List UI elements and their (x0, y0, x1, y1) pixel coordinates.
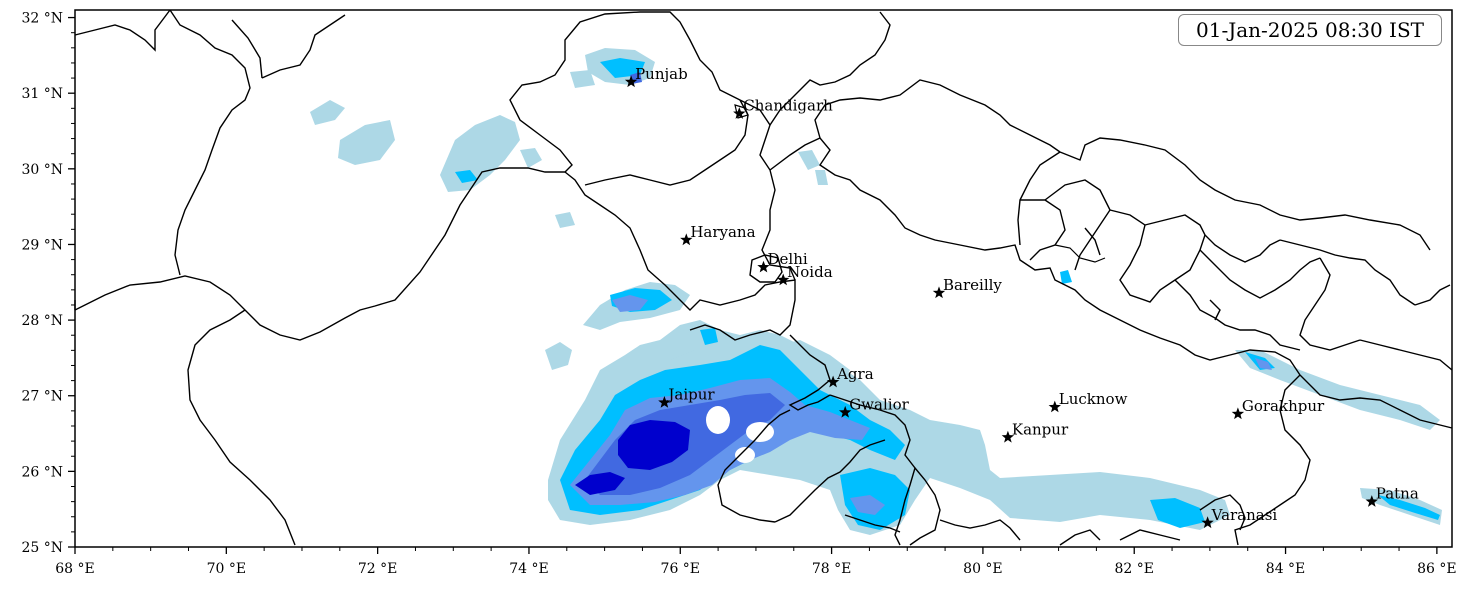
admin-boundaries (74, 9, 1453, 546)
city-label: Kanpur (1012, 420, 1069, 438)
y-tick-label: 32 °N (21, 11, 63, 27)
city-star-marker (658, 396, 671, 408)
x-tick-label: 76 °E (661, 561, 700, 577)
x-tick-label: 70 °E (207, 561, 246, 577)
precip-holes (706, 406, 774, 463)
minor-boundaries (734, 104, 1106, 263)
y-tick-label: 25 °N (21, 540, 63, 556)
city-label: Agra (836, 365, 874, 383)
x-tick-label: 72 °E (358, 561, 397, 577)
city-label: Patna (1376, 485, 1419, 503)
x-tick-label: 82 °E (1114, 561, 1153, 577)
city-star-marker (1365, 495, 1378, 507)
timestamp-label: 01-Jan-2025 08:30 IST (1178, 14, 1442, 46)
y-tick-label: 30 °N (21, 162, 63, 178)
y-tick-label: 28 °N (21, 313, 63, 329)
city-star-marker (680, 233, 693, 246)
city-label: Haryana (690, 223, 755, 241)
x-tick-label: 80 °E (963, 561, 1002, 577)
y-tick-label: 27 °N (21, 389, 63, 405)
x-tick-label: 68 °E (55, 561, 94, 577)
map-frame (74, 9, 1453, 548)
city-label: Varanasi (1211, 506, 1278, 524)
city-label: Delhi (768, 250, 808, 268)
x-axis: 68 °E 70 °E 72 °E 74 °E 76 °E 78 °E 80 °E 82 °E… (55, 547, 1457, 577)
city-star-marker (932, 286, 946, 299)
y-tick-label: 31 °N (21, 86, 63, 102)
city-star-marker (1048, 400, 1061, 413)
city-label: Gorakhpur (1242, 397, 1325, 415)
city-star-marker (624, 75, 638, 88)
city-star-marker (757, 260, 770, 273)
city-label: Lucknow (1059, 390, 1128, 408)
x-tick-label: 78 °E (812, 561, 851, 577)
x-tick-label: 86 °E (1417, 561, 1456, 577)
city-label: Noida (787, 263, 833, 281)
city-star-marker (1001, 430, 1015, 443)
y-tick-label: 26 °N (21, 464, 63, 480)
y-tick-label: 29 °N (21, 237, 63, 253)
city-star-marker (1231, 407, 1245, 420)
city-label: Gwalior (849, 395, 909, 413)
precip-layer-dark (575, 420, 690, 495)
x-tick-label: 74 °E (509, 561, 548, 577)
city-star-marker (839, 405, 852, 418)
city-star-marker (733, 107, 746, 119)
city-label: Bareilly (943, 276, 1002, 294)
x-tick-label: 84 °E (1266, 561, 1305, 577)
city-star-marker (826, 375, 840, 388)
city-label: Jaipur (666, 386, 715, 404)
city-label: Chandigarh (743, 97, 833, 115)
city-label: Punjab (635, 65, 688, 83)
city-star-marker (1201, 516, 1214, 529)
city-star-marker (777, 273, 790, 286)
y-axis: 25 °N 26 °N 27 °N 28 °N 29 °N 30 °N 31 °N 32 °N (21, 11, 75, 556)
